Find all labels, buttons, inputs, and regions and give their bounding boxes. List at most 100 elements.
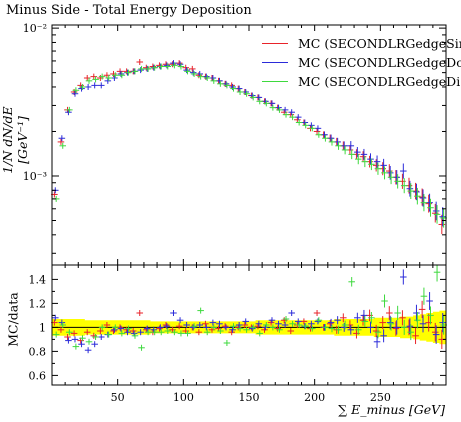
data-point bbox=[427, 306, 434, 325]
data-point bbox=[190, 323, 198, 330]
data-point bbox=[426, 292, 433, 310]
data-point bbox=[57, 138, 65, 145]
data-point bbox=[104, 77, 112, 84]
data-point bbox=[59, 322, 67, 328]
data-point bbox=[209, 319, 217, 326]
data-point bbox=[137, 67, 144, 74]
data-point bbox=[243, 90, 250, 97]
data-point bbox=[322, 324, 329, 331]
data-point bbox=[348, 277, 355, 287]
data-point bbox=[361, 156, 369, 168]
data-point bbox=[196, 322, 204, 328]
data-point bbox=[210, 324, 218, 331]
data-point bbox=[360, 148, 368, 160]
y-axis-label-main: 1/N dN/dE [GeV⁻¹] bbox=[0, 106, 30, 174]
data-point bbox=[176, 317, 184, 324]
data-point bbox=[361, 315, 369, 327]
data-point bbox=[138, 344, 145, 351]
data-point bbox=[184, 330, 191, 337]
data-point bbox=[287, 328, 295, 334]
data-point bbox=[386, 306, 393, 320]
data-point bbox=[235, 322, 243, 328]
data-point bbox=[321, 131, 328, 139]
data-point bbox=[143, 325, 151, 332]
x-tick-label: 150 bbox=[239, 391, 260, 404]
data-point bbox=[216, 77, 223, 84]
data-point bbox=[392, 321, 400, 336]
data-point bbox=[386, 315, 394, 330]
x-tick-label: 100 bbox=[173, 391, 194, 404]
data-point bbox=[315, 131, 323, 138]
data-point bbox=[407, 183, 415, 200]
data-point bbox=[85, 338, 93, 345]
data-point bbox=[269, 104, 277, 111]
data-point bbox=[190, 70, 198, 77]
data-point bbox=[301, 119, 309, 126]
legend-label: MC (SECONDLRGedgeDi bbox=[298, 74, 461, 89]
data-point bbox=[288, 109, 295, 116]
data-point bbox=[432, 325, 440, 344]
data-point bbox=[374, 326, 382, 339]
data-point bbox=[71, 90, 79, 97]
data-point bbox=[426, 193, 433, 212]
data-point bbox=[387, 316, 395, 331]
data-point bbox=[340, 323, 348, 332]
data-point bbox=[400, 269, 407, 285]
y-tick-label: 1.4 bbox=[29, 273, 47, 286]
data-point bbox=[110, 328, 117, 334]
data-point bbox=[374, 162, 382, 175]
data-point bbox=[256, 98, 264, 105]
data-point bbox=[189, 65, 196, 72]
data-point bbox=[394, 174, 401, 189]
data-point bbox=[294, 114, 302, 121]
data-point bbox=[195, 329, 203, 336]
data-point bbox=[413, 183, 420, 201]
data-point bbox=[407, 324, 415, 341]
x-axis-label: ∑ E_minus [GeV] bbox=[338, 402, 445, 417]
data-point bbox=[92, 334, 99, 340]
data-point bbox=[97, 328, 104, 334]
data-point bbox=[341, 145, 349, 155]
legend-entry-sin: MC (SECONDLRGedgeSin bbox=[262, 34, 461, 53]
data-point bbox=[249, 324, 257, 331]
data-point bbox=[163, 62, 171, 69]
data-point bbox=[413, 304, 420, 322]
data-point bbox=[308, 320, 315, 327]
data-point bbox=[322, 134, 329, 142]
data-point bbox=[151, 329, 158, 336]
data-point bbox=[288, 310, 295, 316]
data-point bbox=[151, 64, 158, 71]
data-point bbox=[335, 141, 342, 150]
data-point bbox=[268, 100, 276, 107]
x-tick-label: 200 bbox=[304, 391, 325, 404]
y-tick-label: 0.8 bbox=[29, 345, 47, 358]
data-point bbox=[72, 87, 80, 94]
data-point bbox=[197, 73, 204, 80]
data-point bbox=[177, 330, 185, 337]
data-point bbox=[66, 106, 73, 113]
data-point bbox=[282, 111, 290, 118]
data-point bbox=[157, 63, 165, 70]
data-point bbox=[98, 324, 106, 331]
y-tick-label: 1.2 bbox=[29, 297, 47, 310]
data-point bbox=[223, 340, 231, 346]
data-point bbox=[289, 320, 296, 327]
data-point bbox=[439, 207, 446, 227]
data-point bbox=[387, 170, 395, 185]
data-point bbox=[373, 335, 381, 348]
y-axis-label-ratio: MC/data bbox=[5, 292, 21, 347]
data-point bbox=[97, 334, 105, 340]
data-point bbox=[412, 327, 419, 345]
data-point bbox=[79, 83, 86, 90]
data-point bbox=[189, 324, 197, 331]
legend-swatch bbox=[262, 81, 288, 82]
data-point bbox=[419, 189, 427, 207]
data-point bbox=[354, 312, 361, 323]
data-point bbox=[367, 153, 374, 165]
data-point bbox=[125, 69, 132, 76]
data-point bbox=[243, 326, 250, 333]
data-point bbox=[162, 322, 170, 328]
data-point bbox=[420, 287, 428, 305]
data-point bbox=[381, 294, 388, 308]
